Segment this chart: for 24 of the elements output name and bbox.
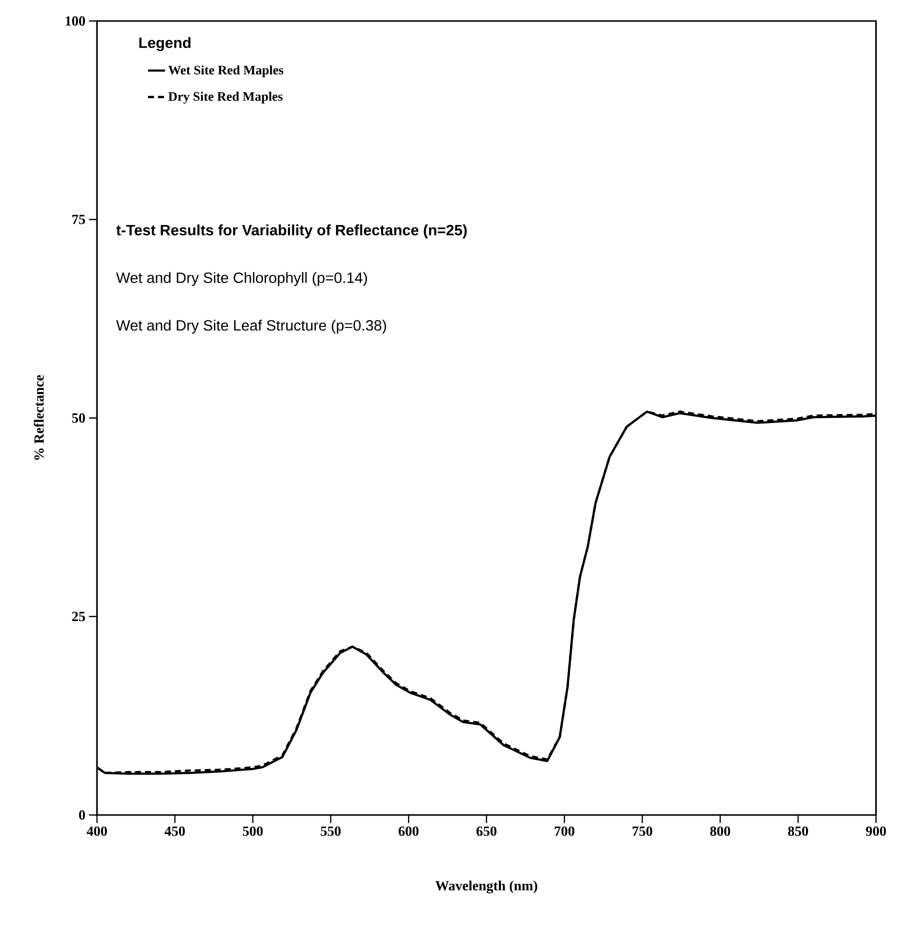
y-axis-title: % Reflectance — [34, 375, 44, 460]
x-tick-label: 550 — [320, 826, 341, 836]
y-tick-label: 100 — [66, 16, 85, 26]
x-tick-label: 450 — [164, 826, 185, 836]
legend-label: Dry Site Red Maples — [168, 92, 283, 104]
x-tick-label: 500 — [242, 826, 263, 836]
y-tick-label: 50 — [72, 413, 85, 423]
x-tick-label: 650 — [476, 826, 496, 836]
x-axis-title: Wavelength (nm) — [435, 880, 538, 894]
legend-title: Legend — [139, 37, 190, 52]
annotation: t-Test Results for Variability of Reflectance (n=25) — [116, 224, 467, 238]
x-tick-label: 700 — [554, 826, 574, 836]
x-tick-label: 400 — [86, 826, 107, 836]
annotation: Wet and Dry Site Chlorophyll (p=0.14) — [116, 272, 367, 286]
x-tick-label: 800 — [710, 826, 730, 836]
y-tick-label: 75 — [72, 214, 86, 224]
legend-label: Wet Site Red Maples — [168, 65, 284, 78]
x-tick-label: 600 — [398, 826, 419, 836]
y-tick-label: 25 — [72, 612, 86, 622]
x-tick-label: 750 — [632, 826, 652, 836]
annotation: Wet and Dry Site Leaf Structure (p=0.38) — [116, 320, 386, 334]
y-tick-label: 0 — [79, 810, 85, 820]
x-tick-label: 900 — [866, 826, 886, 836]
x-tick-label: 850 — [788, 826, 808, 836]
